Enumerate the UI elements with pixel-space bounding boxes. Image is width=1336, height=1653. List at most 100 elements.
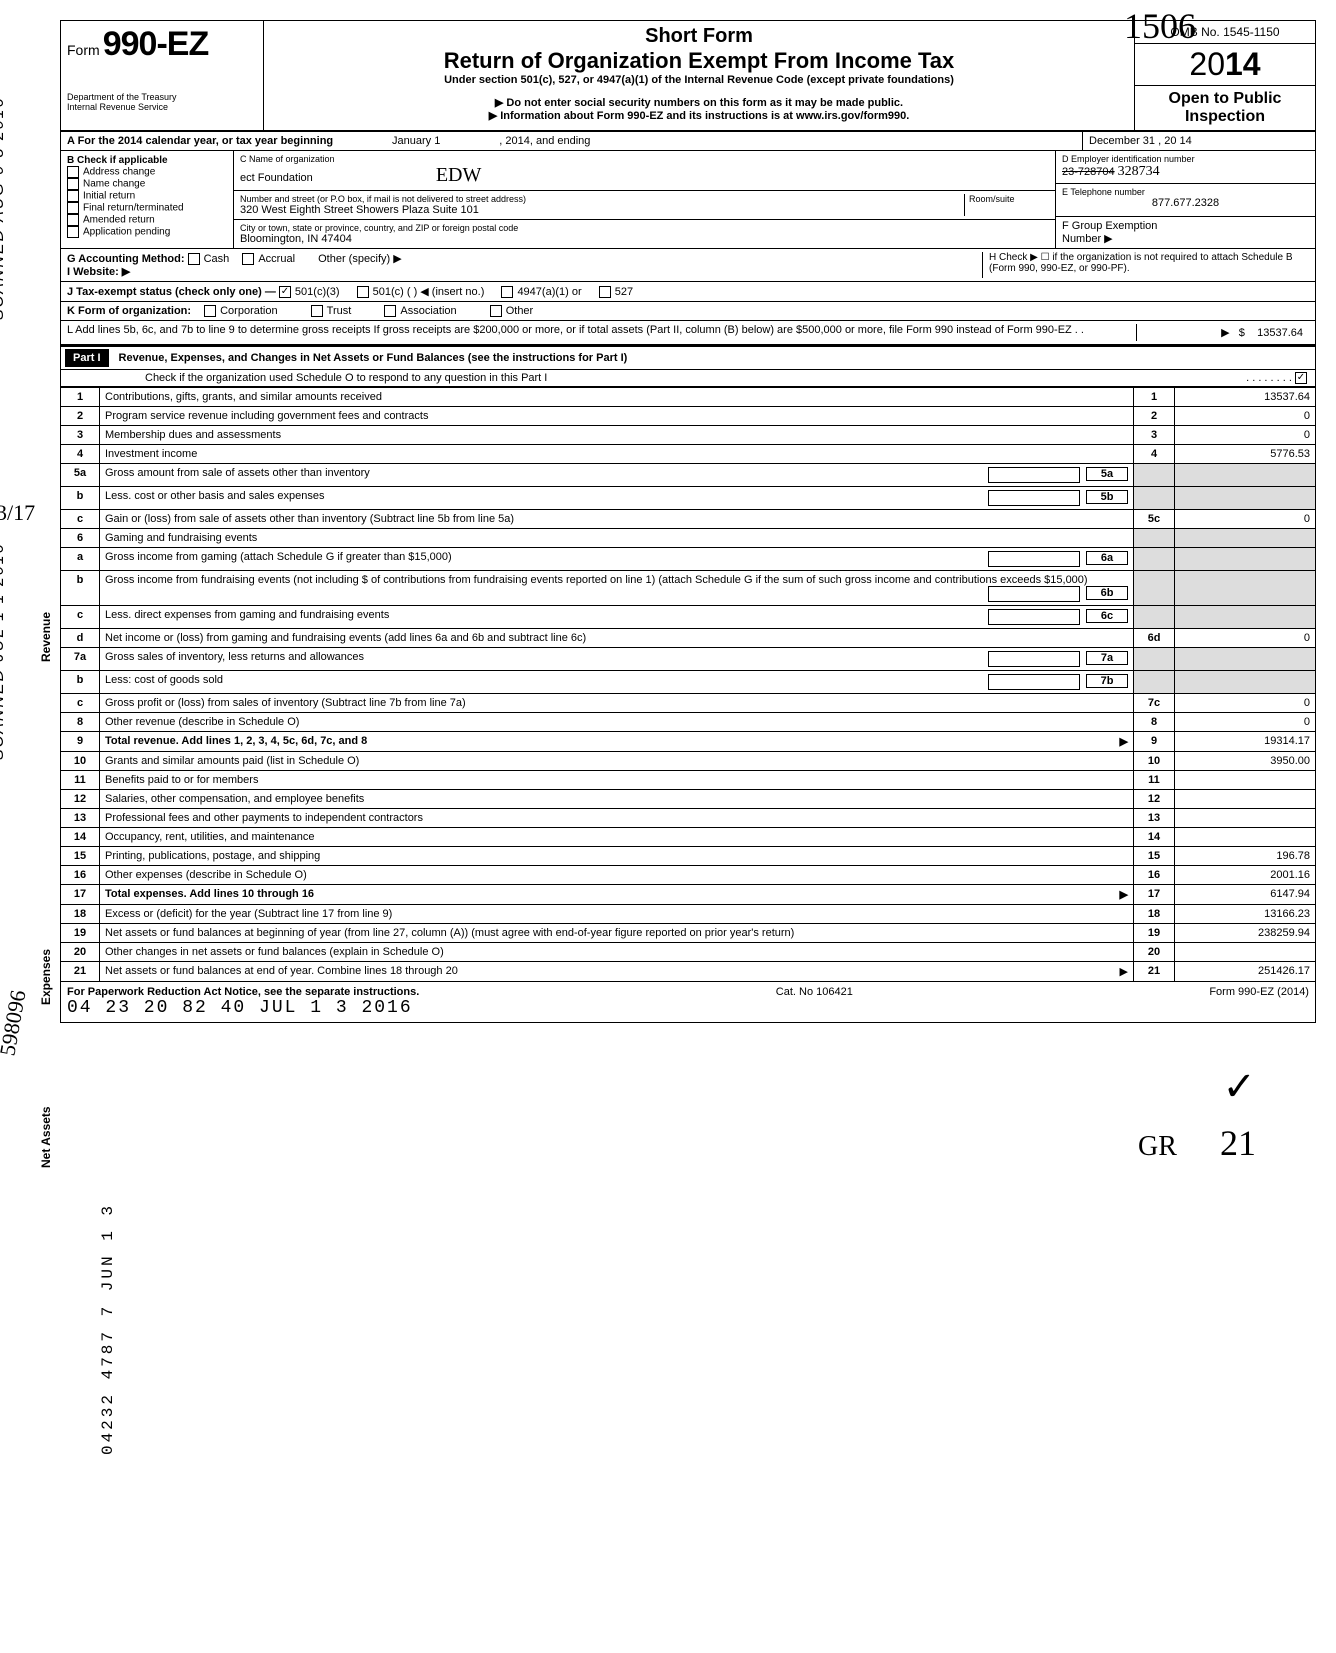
chk-name[interactable]: [67, 178, 79, 190]
irs-label: Internal Revenue Service: [67, 102, 257, 112]
table-row: 11Benefits paid to or for members11: [61, 771, 1315, 790]
row-value[interactable]: [1175, 828, 1316, 847]
chk-trust[interactable]: [311, 305, 323, 317]
footer-cat: Cat. No 106421: [776, 986, 853, 1018]
city-label: City or town, state or province, country…: [240, 223, 1049, 233]
row-value[interactable]: 0: [1175, 510, 1316, 529]
row-number: 17: [61, 885, 100, 905]
inline-value[interactable]: [988, 651, 1080, 667]
row-box: 3: [1134, 426, 1175, 445]
row-value[interactable]: 0: [1175, 426, 1316, 445]
city: Bloomington, IN 47404: [240, 233, 1049, 245]
row-desc: Membership dues and assessments: [100, 426, 1134, 445]
chk-4947[interactable]: [501, 286, 513, 298]
row-value[interactable]: [1175, 771, 1316, 790]
row-value[interactable]: 5776.53: [1175, 445, 1316, 464]
table-row: 15Printing, publications, postage, and s…: [61, 847, 1315, 866]
inline-value[interactable]: [988, 490, 1080, 506]
form-footer: For Paperwork Reduction Act Notice, see …: [61, 982, 1315, 1022]
row-value[interactable]: [1175, 790, 1316, 809]
row-value[interactable]: 13537.64: [1175, 388, 1316, 407]
row-desc: Program service revenue including govern…: [100, 407, 1134, 426]
chk-accrual[interactable]: [242, 253, 254, 265]
row-value[interactable]: 13166.23: [1175, 905, 1316, 924]
table-row: 19Net assets or fund balances at beginni…: [61, 924, 1315, 943]
row-value[interactable]: 196.78: [1175, 847, 1316, 866]
inline-value[interactable]: [988, 551, 1080, 567]
row-value[interactable]: 0: [1175, 407, 1316, 426]
chk-amended[interactable]: [67, 214, 79, 226]
row-desc: Gross amount from sale of assets other t…: [100, 464, 1134, 487]
row-box: [1134, 487, 1175, 510]
row-box: 12: [1134, 790, 1175, 809]
chk-initial[interactable]: [67, 190, 79, 202]
row-value[interactable]: 0: [1175, 694, 1316, 713]
row-number: c: [61, 694, 100, 713]
row-value[interactable]: 2001.16: [1175, 866, 1316, 885]
row-number: 13: [61, 809, 100, 828]
row-value[interactable]: 6147.94: [1175, 885, 1316, 905]
table-row: 14Occupancy, rent, utilities, and mainte…: [61, 828, 1315, 847]
row-value[interactable]: [1175, 487, 1316, 510]
street: 320 West Eighth Street Showers Plaza Sui…: [240, 204, 964, 216]
open-label: Open to Public: [1139, 90, 1311, 108]
opt-amended: Amended return: [83, 215, 155, 226]
warn-line: Do not enter social security numbers on …: [272, 96, 1126, 109]
row-desc: Professional fees and other payments to …: [100, 809, 1134, 828]
row-number: 11: [61, 771, 100, 790]
inline-box: 7a: [1086, 651, 1128, 665]
row-desc: Gross income from gaming (attach Schedul…: [100, 548, 1134, 571]
chk-final[interactable]: [67, 202, 79, 214]
row-box: 7c: [1134, 694, 1175, 713]
table-row: 10Grants and similar amounts paid (list …: [61, 752, 1315, 771]
row-number: c: [61, 606, 100, 629]
row-desc: Grants and similar amounts paid (list in…: [100, 752, 1134, 771]
row-desc: Printing, publications, postage, and shi…: [100, 847, 1134, 866]
row-value[interactable]: 251426.17: [1175, 962, 1316, 982]
row-desc: Other changes in net assets or fund bala…: [100, 943, 1134, 962]
row-value[interactable]: [1175, 606, 1316, 629]
row-value[interactable]: [1175, 671, 1316, 694]
row-value[interactable]: [1175, 809, 1316, 828]
table-row: 9Total revenue. Add lines 1, 2, 3, 4, 5c…: [61, 732, 1315, 752]
opt-other-method: Other (specify) ▶: [318, 253, 402, 265]
inline-value[interactable]: [988, 609, 1080, 625]
inline-value[interactable]: [988, 586, 1080, 602]
row-box: [1134, 571, 1175, 606]
inline-box: 6a: [1086, 551, 1128, 565]
chk-address[interactable]: [67, 166, 79, 178]
row-value[interactable]: 3950.00: [1175, 752, 1316, 771]
row-number: 6: [61, 529, 100, 548]
part1-checkbox[interactable]: [1295, 372, 1307, 384]
chk-cash[interactable]: [188, 253, 200, 265]
row-value[interactable]: [1175, 571, 1316, 606]
form-header: Form 990-EZ Department of the Treasury I…: [61, 21, 1315, 132]
inline-value[interactable]: [988, 467, 1080, 483]
chk-other-org[interactable]: [490, 305, 502, 317]
chk-pending[interactable]: [67, 226, 79, 238]
phone-label: E Telephone number: [1062, 187, 1309, 197]
row-desc: Investment income: [100, 445, 1134, 464]
row-value[interactable]: [1175, 648, 1316, 671]
chk-501c[interactable]: [357, 286, 369, 298]
row-value[interactable]: [1175, 464, 1316, 487]
row-value[interactable]: [1175, 943, 1316, 962]
row-value[interactable]: 0: [1175, 713, 1316, 732]
box-b-label: B Check if applicable: [67, 155, 168, 166]
row-value[interactable]: 19314.17: [1175, 732, 1316, 752]
form-label: Form: [67, 42, 100, 58]
row-value[interactable]: [1175, 548, 1316, 571]
chk-527[interactable]: [599, 286, 611, 298]
inline-value[interactable]: [988, 674, 1080, 690]
line-g-label: G Accounting Method:: [67, 253, 185, 265]
chk-501c3[interactable]: [279, 286, 291, 298]
row-value[interactable]: 0: [1175, 629, 1316, 648]
row-desc: Other revenue (describe in Schedule O): [100, 713, 1134, 732]
chk-corp[interactable]: [204, 305, 216, 317]
row-desc: Excess or (deficit) for the year (Subtra…: [100, 905, 1134, 924]
row-value[interactable]: [1175, 529, 1316, 548]
table-row: cGross profit or (loss) from sales of in…: [61, 694, 1315, 713]
chk-assoc[interactable]: [384, 305, 396, 317]
row-value[interactable]: 238259.94: [1175, 924, 1316, 943]
row-desc: Gross income from fundraising events (no…: [100, 571, 1134, 606]
